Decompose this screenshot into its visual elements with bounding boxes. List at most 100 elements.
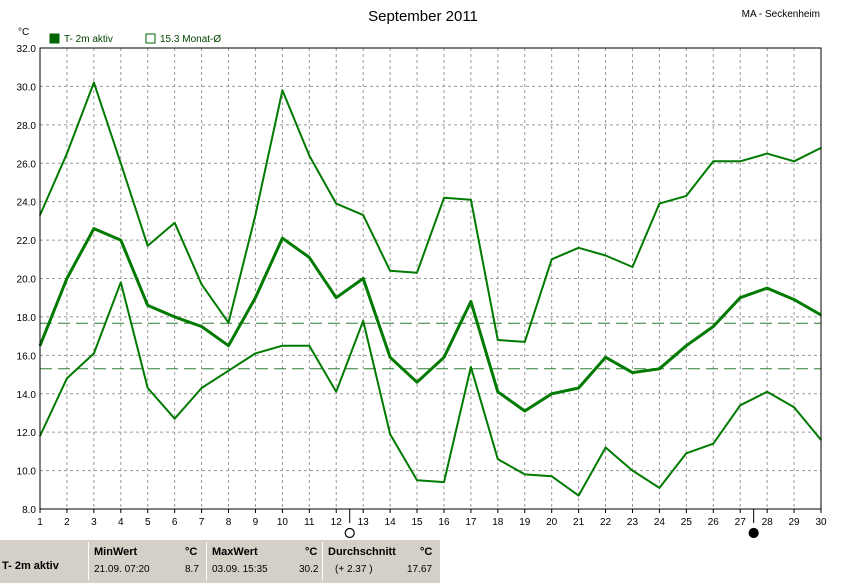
y-tick-label: 24.0 — [17, 198, 37, 209]
full-moon-icon — [344, 527, 355, 539]
data-point-min — [66, 377, 68, 380]
data-point-max — [93, 81, 95, 84]
x-tick-label: 28 — [762, 517, 774, 528]
data-point-mean — [739, 296, 742, 299]
x-tick-label: 14 — [385, 517, 397, 528]
temperature-chart: September 2011 MA - Seckenheim °C T- 2m … — [17, 8, 827, 539]
data-point-mean — [362, 277, 364, 280]
data-point-min — [173, 417, 176, 420]
data-point-mean — [254, 296, 257, 299]
data-point-mean — [604, 356, 607, 359]
series-group — [38, 81, 822, 497]
chart-title: September 2011 — [368, 8, 478, 25]
y-tick-label: 28.0 — [17, 121, 37, 132]
data-point-min — [739, 404, 742, 407]
data-point-min — [577, 494, 580, 497]
data-point-mean — [443, 356, 445, 359]
y-tick-label: 14.0 — [17, 390, 37, 401]
y-tick-label: 32.0 — [17, 44, 37, 55]
x-tick-label: 16 — [438, 517, 450, 528]
data-point-max — [416, 271, 418, 274]
y-tick-label: 26.0 — [17, 159, 37, 170]
y-tick-label: 30.0 — [17, 82, 37, 93]
plot-frame — [39, 47, 822, 510]
data-point-mean — [146, 304, 149, 307]
data-point-max — [712, 160, 715, 163]
data-point-min — [362, 319, 364, 322]
legend-mean-swatch — [145, 33, 156, 44]
x-tick-label: 21 — [573, 517, 585, 528]
x-tick-label: 20 — [546, 517, 558, 528]
y-tick-label: 8.0 — [22, 505, 36, 516]
moon-phases — [344, 509, 759, 539]
average-deviation: (+ 2.37 ) — [335, 564, 373, 575]
data-point-min — [389, 433, 391, 435]
data-point-max — [577, 246, 580, 249]
data-point-max — [631, 266, 634, 268]
data-point-mean — [497, 391, 499, 393]
x-tick-label: 27 — [735, 517, 747, 528]
data-point-mean — [712, 325, 715, 328]
series-line-max — [39, 81, 822, 343]
data-point-max — [793, 160, 795, 163]
min-value-box: MinWert °C 21.09. 07:20 8.7 — [88, 542, 205, 580]
x-tick-label: 26 — [708, 517, 720, 528]
x-tick-label: 12 — [331, 517, 343, 528]
min-header: MinWert — [94, 546, 138, 558]
x-tick-label: 6 — [172, 517, 178, 528]
data-point-mean — [93, 227, 95, 230]
data-point-mean — [335, 296, 338, 299]
x-tick-label: 15 — [411, 517, 423, 528]
data-point-mean — [658, 367, 661, 370]
data-point-max — [550, 258, 553, 261]
max-header: MaxWert — [212, 546, 258, 558]
data-point-mean — [550, 392, 553, 395]
data-point-mean — [389, 356, 391, 359]
data-point-max — [335, 202, 338, 205]
data-point-max — [739, 160, 742, 163]
x-tick-label: 18 — [492, 517, 504, 528]
series-line-mean — [38, 227, 822, 413]
new-moon-icon — [748, 527, 759, 539]
data-point-min — [254, 352, 257, 355]
data-point-mean — [308, 256, 311, 259]
data-point-min — [685, 452, 688, 455]
data-point-min — [604, 446, 607, 449]
data-point-min — [470, 366, 472, 368]
y-tick-label: 10.0 — [17, 467, 37, 478]
min-unit: °C — [185, 546, 198, 558]
data-point-mean — [173, 316, 176, 318]
x-tick-label: 1 — [37, 517, 43, 528]
x-tick-label: 30 — [815, 517, 827, 528]
y-axis-ticks: 8.0 10.0 12.0 14.0 16.0 18.0 20.0 22.0 24.0 26.0 2… — [17, 44, 37, 516]
data-point-mean — [631, 371, 634, 374]
legend-mean-label: 15.3 Monat-Ø — [160, 34, 221, 45]
data-point-max — [254, 214, 257, 216]
max-unit: °C — [305, 546, 318, 558]
x-tick-label: 2 — [64, 517, 70, 528]
data-point-min — [766, 391, 768, 393]
data-point-min — [146, 387, 149, 389]
max-datetime: 03.09. 15:35 — [212, 564, 268, 575]
x-tick-label: 29 — [789, 517, 801, 528]
data-point-max — [470, 198, 472, 201]
data-point-min — [631, 469, 634, 472]
max-value-box: MaxWert °C 03.09. 15:35 30.2 — [206, 542, 321, 580]
data-point-mean — [416, 381, 418, 384]
statistics-row-label: T- 2m aktiv — [2, 560, 59, 572]
y-tick-label: 16.0 — [17, 351, 37, 362]
y-tick-label: 22.0 — [17, 236, 37, 247]
data-point-max — [119, 162, 122, 165]
data-point-min — [523, 473, 526, 476]
x-axis-ticks: 1 2 3 4 5 6 7 8 9 10 11 12 13 14 15 16 17 18 19 20 21 22 23 24 2… — [37, 509, 827, 528]
data-point-max — [389, 270, 391, 272]
data-point-max — [227, 321, 230, 324]
x-tick-label: 17 — [465, 517, 477, 528]
y-tick-label: 18.0 — [17, 313, 37, 324]
data-point-max — [173, 221, 176, 224]
data-point-min — [119, 281, 122, 284]
data-point-mean — [119, 239, 122, 241]
data-point-min — [200, 387, 203, 389]
data-point-mean — [793, 298, 795, 301]
data-point-mean — [577, 387, 580, 389]
